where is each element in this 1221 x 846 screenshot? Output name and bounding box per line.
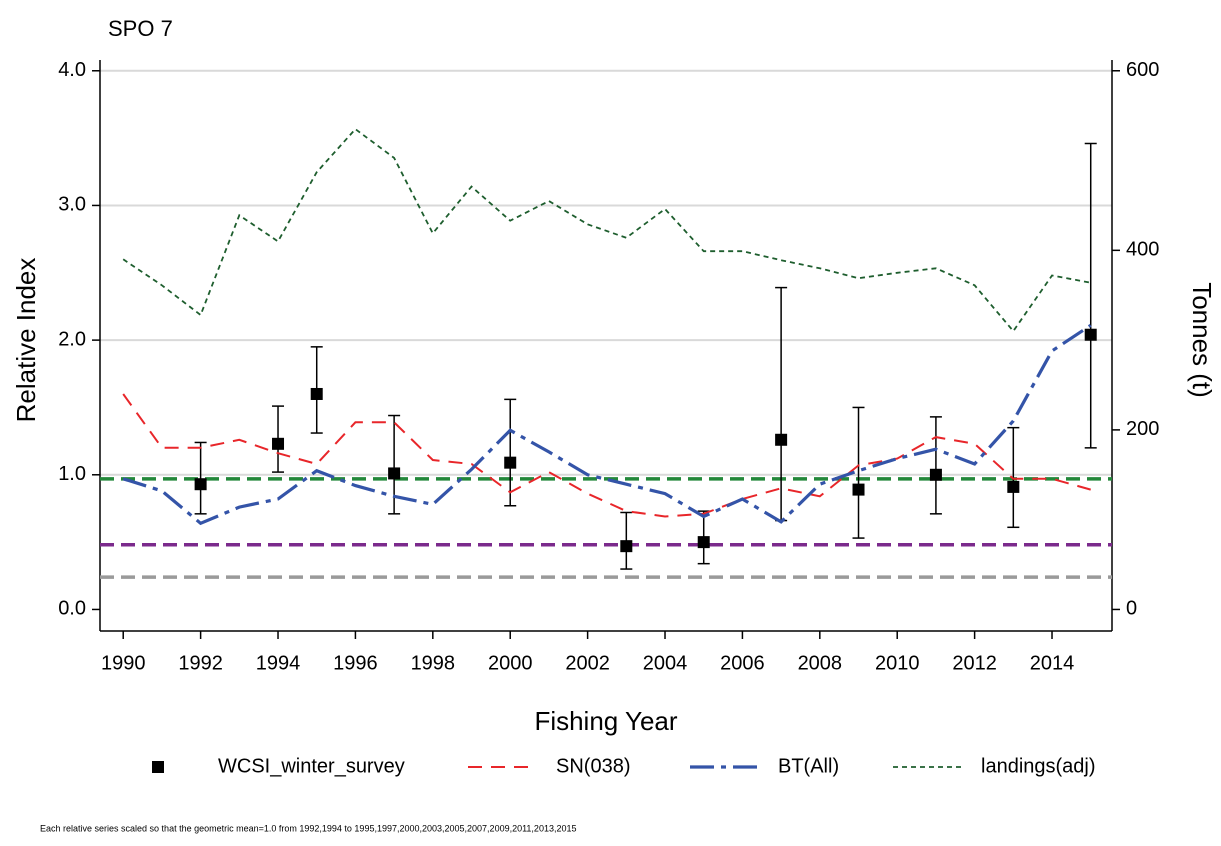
y-tick-label: 1.0 (58, 463, 86, 485)
y2-tick-label: 600 (1126, 59, 1159, 81)
point (852, 483, 865, 496)
point (310, 387, 323, 400)
y-tick-label: 3.0 (58, 194, 86, 216)
y2-tick-label: 400 (1126, 239, 1159, 261)
chart-title: SPO 7 (108, 16, 173, 41)
point (272, 437, 285, 450)
point (1084, 328, 1097, 341)
series-line (122, 393, 1091, 518)
point (388, 467, 401, 480)
legend-label: landings(adj) (981, 755, 1096, 777)
legend-label: BT(All) (778, 755, 839, 777)
x-tick-label: 2006 (720, 652, 765, 674)
x-tick-label: 2002 (565, 652, 610, 674)
point (697, 536, 710, 549)
point (194, 478, 207, 491)
y-tick-label: 4.0 (58, 59, 86, 81)
footnote: Each relative series scaled so that the … (40, 823, 576, 833)
y-axis-label: Relative Index (11, 258, 41, 423)
x-tick-label: 1998 (411, 652, 456, 674)
y2-axis-label: Tonnes (t) (1187, 282, 1217, 398)
y2-tick-label: 0 (1126, 598, 1137, 620)
point (1007, 480, 1020, 493)
point (620, 540, 633, 553)
y-tick-label: 0.0 (58, 598, 86, 620)
x-tick-label: 2010 (875, 652, 920, 674)
series-line (122, 127, 1091, 333)
x-tick-label: 1996 (333, 652, 378, 674)
point (504, 456, 517, 469)
x-tick-label: 2012 (952, 652, 997, 674)
x-tick-label: 1992 (178, 652, 223, 674)
x-tick-label: 2014 (1030, 652, 1075, 674)
x-tick-label: 2004 (643, 652, 688, 674)
point (929, 468, 942, 481)
y2-tick-label: 200 (1126, 418, 1159, 440)
x-tick-label: 1994 (256, 652, 301, 674)
legend-marker (152, 761, 164, 773)
x-axis-label: Fishing Year (534, 706, 677, 736)
legend-label: SN(038) (556, 755, 630, 777)
x-tick-label: 2008 (798, 652, 843, 674)
point (775, 433, 788, 446)
y-tick-label: 2.0 (58, 328, 86, 350)
x-tick-label: 1990 (101, 652, 146, 674)
x-tick-label: 2000 (488, 652, 533, 674)
series-line (122, 323, 1092, 526)
legend-label: WCSI_winter_survey (218, 755, 405, 777)
